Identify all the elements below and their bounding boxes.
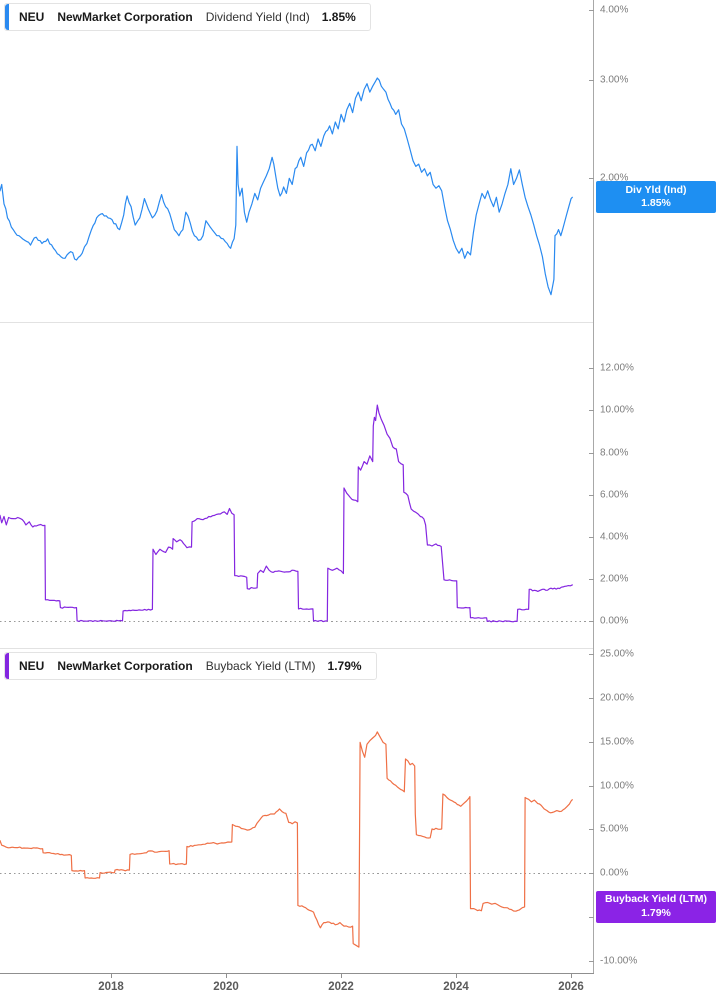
y-axis-tick — [589, 829, 594, 830]
y-tick-label: 3.00% — [600, 74, 629, 86]
y-axis-tick — [589, 178, 594, 179]
pane-divider — [0, 322, 594, 323]
y-tick-label: 2.00% — [600, 573, 629, 585]
y-axis-tick — [589, 742, 594, 743]
series-color-bar — [5, 4, 9, 30]
y-tick-label: 5.00% — [600, 823, 629, 835]
y-axis-tick — [589, 621, 594, 622]
y-axis-tick — [589, 453, 594, 454]
company-name: NewMarket Corporation — [57, 10, 193, 24]
x-tick-label: 2020 — [213, 981, 239, 993]
badge-value: 1.85% — [641, 197, 671, 209]
y-tick-label: 25.00% — [600, 648, 634, 660]
y-axis-tick — [589, 368, 594, 369]
axis-value-badge-div-yld: Div Yld (Ind) 1.85% — [596, 181, 716, 213]
zero-dotted-line — [0, 873, 593, 874]
badge-label: Buyback Yield (LTM) — [605, 893, 707, 906]
pane-divider — [0, 648, 594, 649]
metric-name: Dividend Yield (Ind) — [205, 10, 310, 24]
y-tick-label: 10.00% — [600, 404, 634, 416]
metric-name: Buyback Yield (LTM) — [205, 658, 316, 673]
y-tick-label: 8.00% — [600, 447, 629, 459]
x-tick-label: 2018 — [98, 981, 124, 993]
pane-buyback-yield: NEU NewMarket Corporation Buyback Yield … — [0, 323, 717, 923]
badge-value: 1.79% — [641, 906, 671, 919]
y-axis-tick — [589, 80, 594, 81]
y-tick-label: 0.00% — [600, 615, 629, 627]
x-tick-label: 2024 — [443, 981, 469, 993]
y-axis-tick — [589, 654, 594, 655]
x-axis-tick — [571, 974, 572, 978]
y-tick-label: 15.00% — [600, 736, 634, 748]
shareholder-yield-series-line — [0, 730, 573, 948]
pane-shareholder-yield: NEU NewMarket Corporation Shareholder Yi… — [0, 649, 717, 974]
y-axis-tick — [589, 786, 594, 787]
y-tick-label: 6.00% — [600, 489, 629, 501]
buyback-yield-line-chart[interactable] — [0, 323, 593, 649]
y-tick-label: 12.00% — [600, 362, 634, 374]
metric-value: 1.85% — [321, 10, 356, 24]
y-axis-tick — [589, 495, 594, 496]
y-axis-tick — [589, 873, 594, 874]
y-axis-tick — [589, 537, 594, 538]
y-axis-tick — [589, 698, 594, 699]
right-y-axis-line — [593, 0, 594, 974]
y-axis-tick — [589, 579, 594, 580]
y-axis-tick — [589, 961, 594, 962]
chart-header-buyback-yield[interactable]: NEU NewMarket Corporation Buyback Yield … — [4, 651, 377, 680]
ticker-symbol: NEU — [19, 10, 45, 24]
dividend-yield-line-chart[interactable] — [0, 0, 593, 323]
y-tick-label: 20.00% — [600, 692, 634, 704]
ticker-symbol: NEU — [19, 658, 45, 673]
y-tick-label: 2.00% — [600, 172, 629, 184]
dividend-yield-series-line — [0, 77, 573, 296]
y-tick-label: 0.00% — [600, 867, 629, 879]
shareholder-yield-line-chart[interactable] — [0, 649, 593, 974]
zero-dotted-line — [0, 621, 593, 622]
x-tick-label: 2022 — [328, 981, 354, 993]
series-color-bar — [5, 652, 9, 679]
x-axis-tick — [341, 974, 342, 978]
y-axis-tick — [589, 917, 594, 918]
x-axis-tick — [226, 974, 227, 978]
buyback-yield-series-line — [0, 404, 573, 622]
company-name: NewMarket Corporation — [57, 658, 193, 673]
x-axis-line — [0, 973, 594, 974]
chart-header-dividend-yield[interactable]: NEU NewMarket Corporation Dividend Yield… — [4, 3, 371, 31]
y-tick-label: 4.00% — [600, 4, 629, 16]
x-tick-label: 2026 — [558, 981, 584, 993]
x-axis-tick — [111, 974, 112, 978]
y-tick-label: -10.00% — [600, 955, 638, 967]
y-axis-tick — [589, 10, 594, 11]
pane-dividend-yield: NEU NewMarket Corporation Dividend Yield… — [0, 0, 717, 323]
y-tick-label: 4.00% — [600, 531, 629, 543]
metric-value: 1.79% — [327, 658, 362, 673]
badge-label: Div Yld (Ind) — [625, 183, 687, 196]
y-axis-tick — [589, 410, 594, 411]
axis-value-badge-buyback-yield: Buyback Yield (LTM) 1.79% — [596, 890, 716, 923]
y-tick-label: 10.00% — [600, 780, 634, 792]
x-axis-tick — [456, 974, 457, 978]
